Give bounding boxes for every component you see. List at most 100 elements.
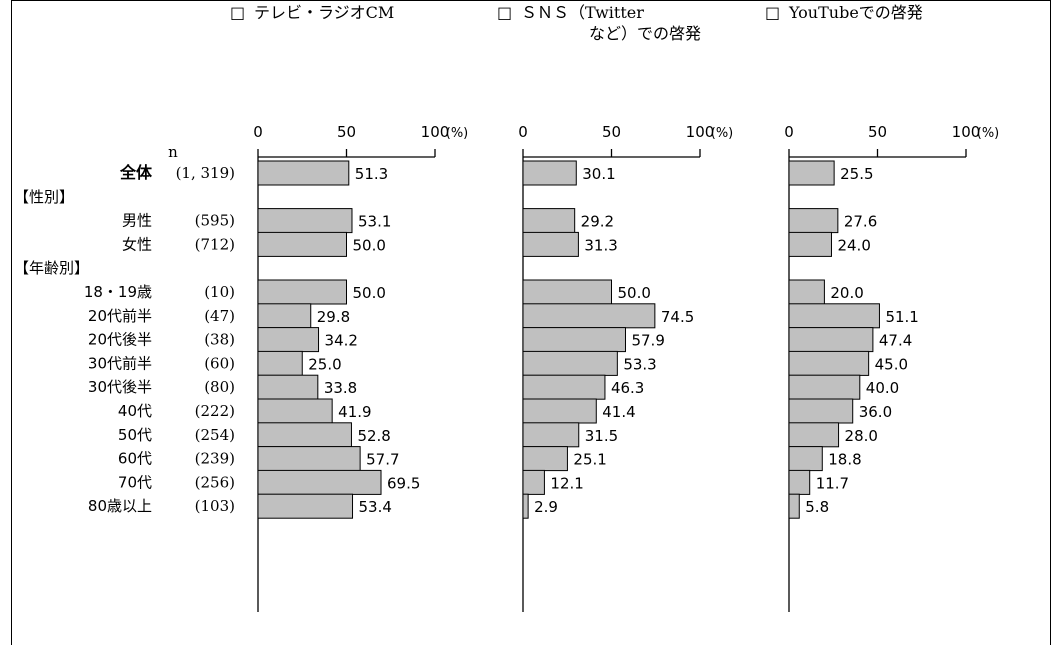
data-label: 47.4 — [879, 332, 912, 350]
data-label: 5.8 — [805, 498, 829, 516]
legend-label: YouTubeでの啓発 — [788, 3, 923, 22]
data-label: 29.8 — [317, 308, 350, 326]
bar — [788, 208, 839, 234]
bar — [788, 469, 811, 495]
bar — [788, 327, 874, 353]
bar — [522, 279, 612, 305]
data-label: 41.4 — [602, 403, 635, 421]
bar — [522, 303, 656, 329]
data-label: 24.0 — [837, 236, 870, 254]
bar — [522, 350, 618, 376]
row-n-value: (1, 319) — [176, 164, 235, 182]
bar — [257, 350, 303, 376]
data-label: 52.8 — [357, 427, 390, 445]
data-label: 51.1 — [885, 308, 918, 326]
bar — [257, 160, 350, 186]
bar — [257, 303, 312, 329]
row-label: 女性 — [122, 235, 152, 253]
x-tick-label: 100 — [686, 123, 715, 141]
data-label: 25.5 — [840, 165, 873, 183]
bar — [788, 446, 823, 472]
data-label: 57.9 — [631, 332, 664, 350]
row-label: 18・19歳 — [84, 283, 152, 301]
bar — [522, 208, 576, 234]
section-label: 【性別】 — [14, 188, 74, 206]
legend-label: など）での啓発 — [589, 24, 701, 43]
data-label: 51.3 — [355, 165, 388, 183]
bar — [788, 279, 825, 305]
row-n-value: (256) — [195, 473, 235, 491]
row-label: 20代後半 — [88, 331, 152, 349]
x-tick-label: 100 — [952, 123, 981, 141]
bar — [788, 493, 800, 519]
bar — [788, 231, 832, 257]
data-label: 50.0 — [353, 236, 386, 254]
legend-label: テレビ・ラジオCM — [254, 3, 394, 22]
bar — [788, 160, 835, 186]
data-label: 34.2 — [325, 332, 358, 350]
data-label: 57.7 — [366, 451, 399, 469]
bar — [257, 493, 354, 519]
data-label: 31.3 — [584, 236, 617, 254]
bar — [788, 374, 861, 400]
bar — [257, 374, 319, 400]
bar — [522, 398, 597, 424]
data-label: 40.0 — [866, 379, 899, 397]
data-label: 33.8 — [324, 379, 357, 397]
data-label: 25.1 — [573, 451, 606, 469]
bar — [522, 327, 626, 353]
n-header: n — [168, 143, 178, 161]
row-label: 50代 — [118, 426, 152, 444]
data-label: 36.0 — [859, 403, 892, 421]
data-label: 46.3 — [611, 379, 644, 397]
row-n-value: (595) — [195, 212, 235, 230]
row-label: 80歳以上 — [88, 497, 152, 515]
data-label: 2.9 — [534, 498, 558, 516]
row-n-value: (103) — [195, 497, 235, 515]
row-n-value: (47) — [204, 307, 235, 325]
data-label: 53.4 — [359, 498, 392, 516]
unit-label: (%) — [977, 126, 1000, 141]
bar — [522, 446, 568, 472]
x-tick-label: 50 — [868, 123, 887, 141]
data-label: 41.9 — [338, 403, 371, 421]
data-label: 30.1 — [582, 165, 615, 183]
bar — [522, 469, 545, 495]
legend-marker: □ — [497, 3, 512, 22]
x-tick-label: 50 — [602, 123, 621, 141]
bar — [788, 398, 854, 424]
data-label: 69.5 — [387, 474, 420, 492]
data-label: 12.1 — [550, 474, 583, 492]
bar — [522, 160, 577, 186]
row-n-value: (222) — [195, 402, 235, 420]
x-tick-label: 100 — [421, 123, 450, 141]
data-label: 11.7 — [816, 474, 849, 492]
section-label: 【年齢別】 — [14, 259, 89, 277]
bar — [257, 279, 347, 305]
legend-marker: □ — [765, 3, 780, 22]
row-n-value: (80) — [204, 378, 235, 396]
data-label: 74.5 — [661, 308, 694, 326]
row-label: 30代後半 — [88, 378, 152, 396]
x-tick-label: 0 — [518, 123, 528, 141]
bar — [257, 327, 320, 353]
data-label: 25.0 — [308, 355, 341, 373]
data-label: 20.0 — [830, 284, 863, 302]
bar — [788, 422, 840, 448]
row-n-value: (10) — [204, 283, 235, 301]
bar — [257, 231, 347, 257]
x-tick-label: 50 — [337, 123, 356, 141]
x-tick-label: 0 — [253, 123, 263, 141]
row-label: 60代 — [118, 450, 152, 468]
data-label: 45.0 — [875, 355, 908, 373]
x-tick-label: 0 — [784, 123, 794, 141]
data-label: 18.8 — [828, 451, 861, 469]
row-label: 全体 — [119, 163, 153, 182]
data-label: 27.6 — [844, 213, 877, 231]
row-n-value: (239) — [195, 450, 235, 468]
data-label: 50.0 — [353, 284, 386, 302]
unit-label: (%) — [711, 126, 734, 141]
bar — [257, 208, 353, 234]
